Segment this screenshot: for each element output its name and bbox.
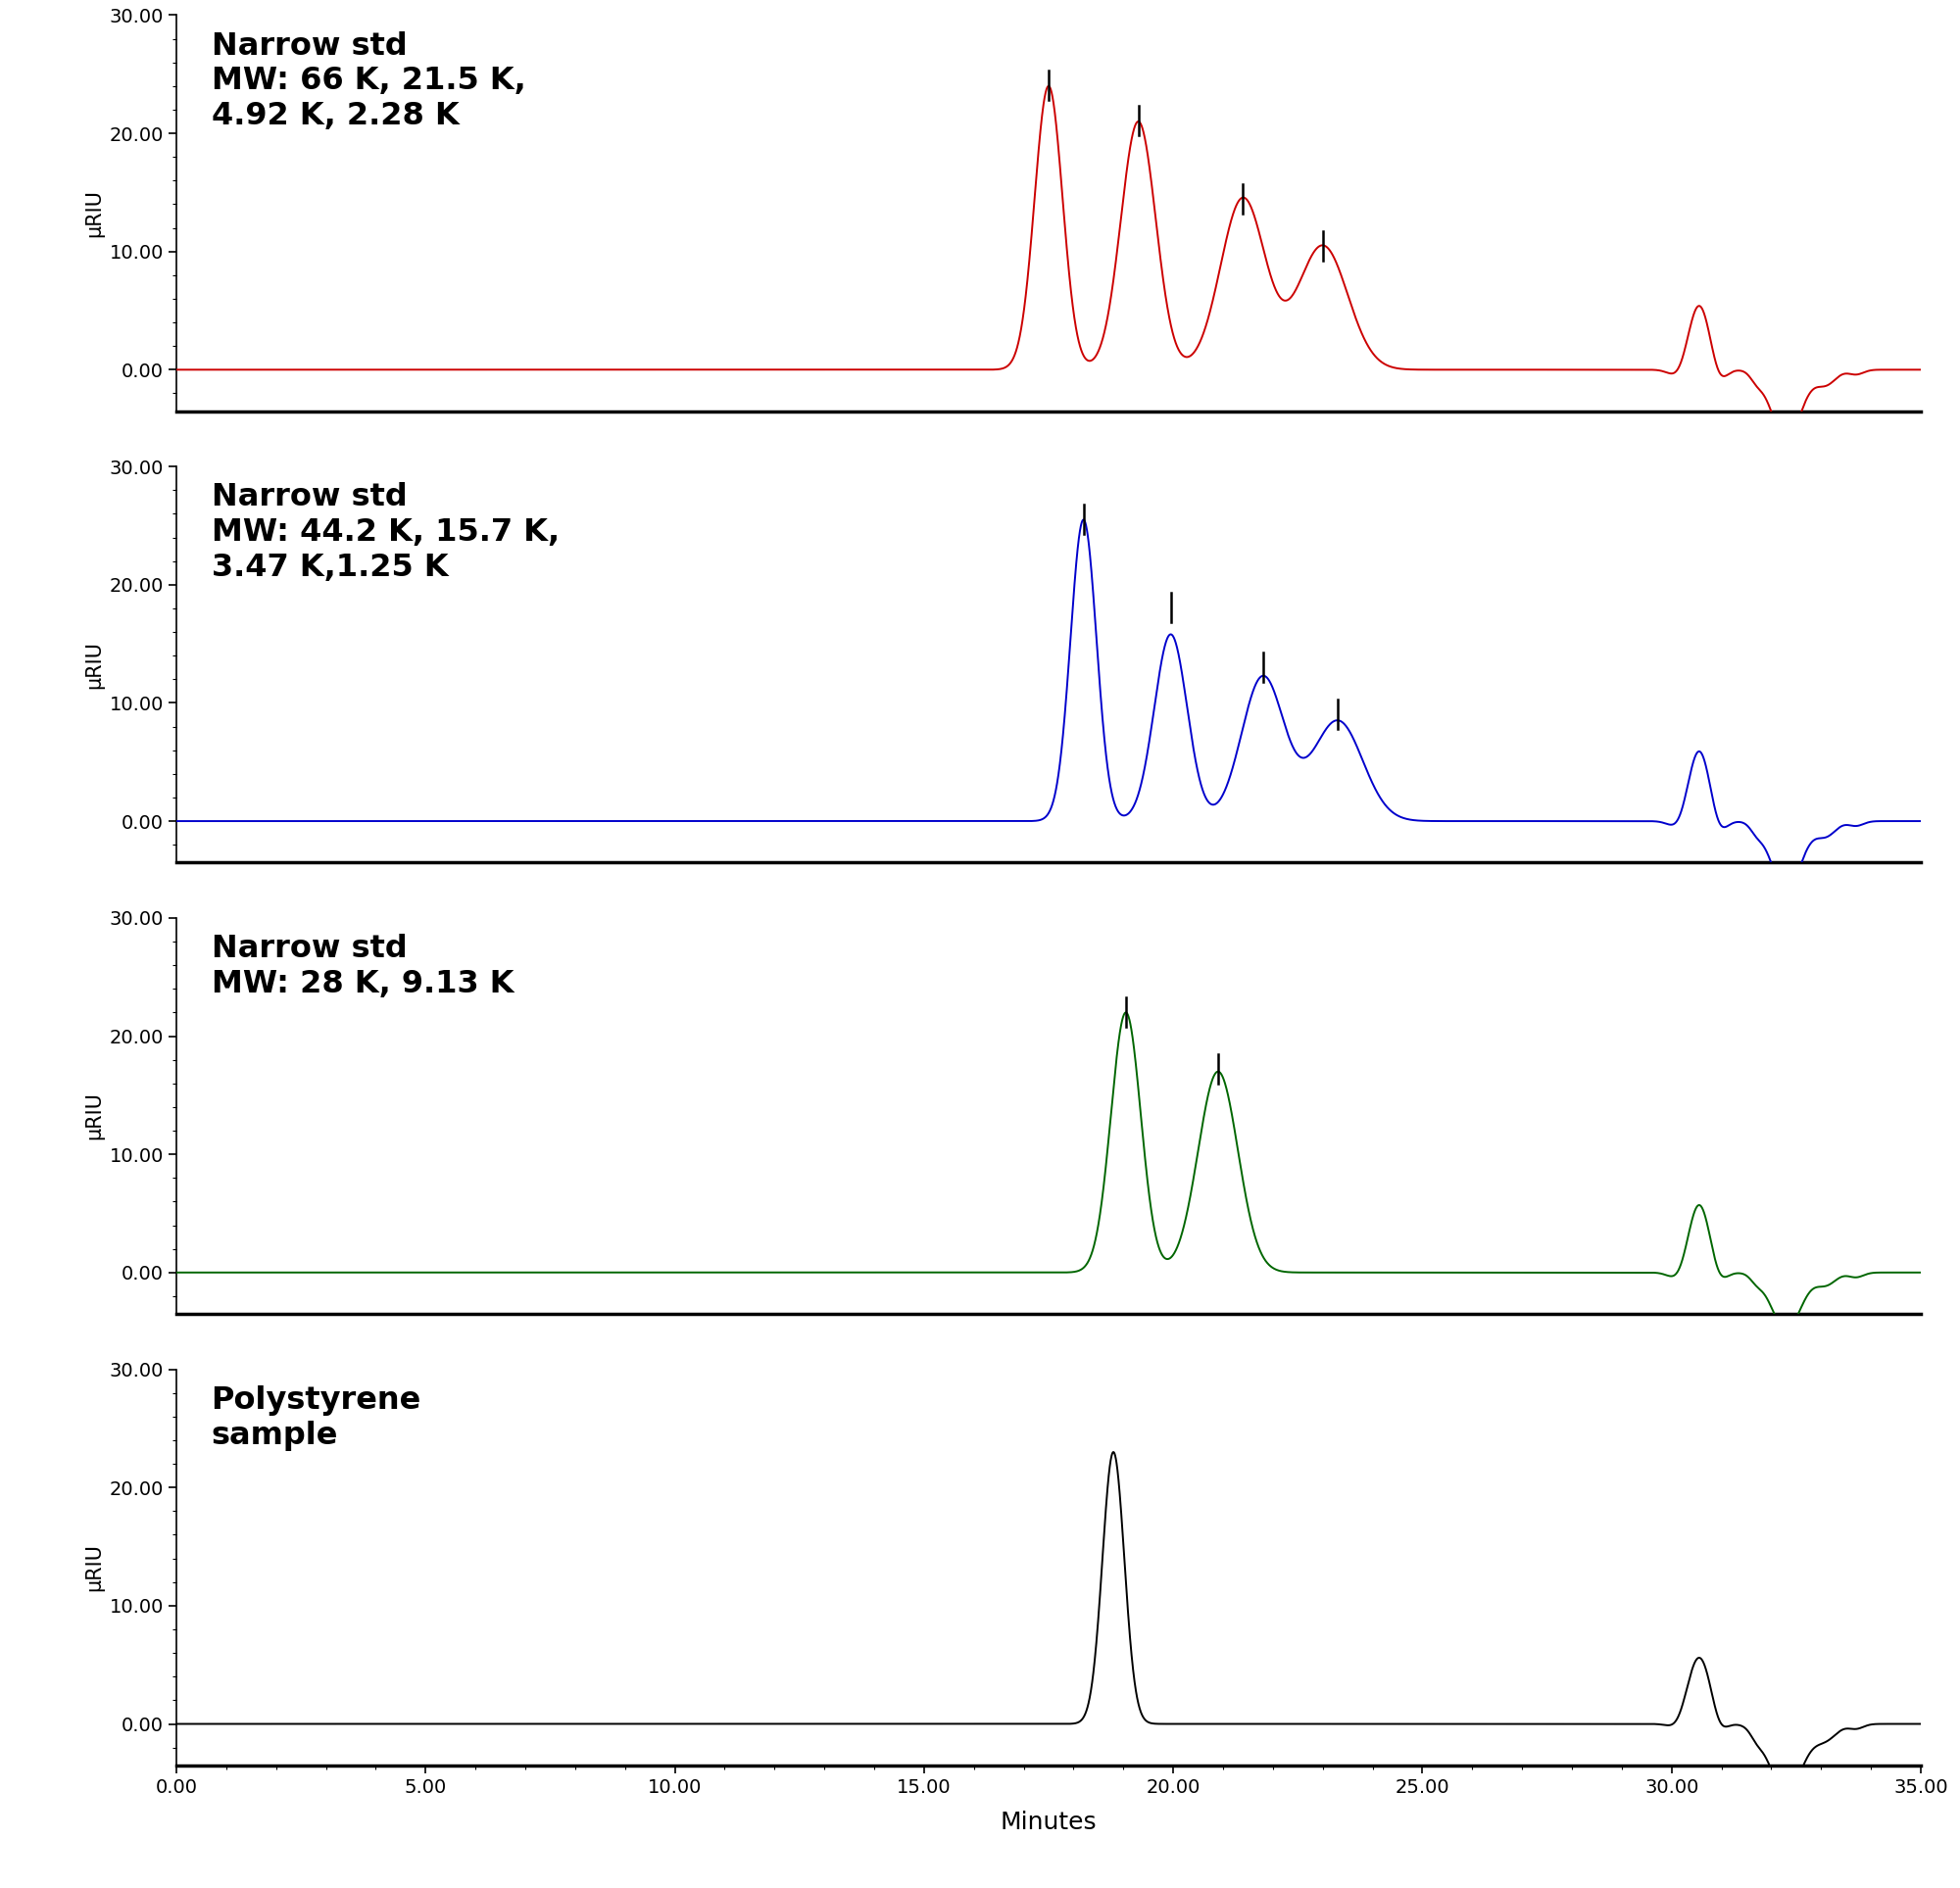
Y-axis label: μRIU: μRIU (84, 189, 104, 238)
Text: Narrow std
MW: 28 K, 9.13 K: Narrow std MW: 28 K, 9.13 K (212, 935, 514, 999)
Text: Narrow std
MW: 44.2 K, 15.7 K,
3.47 K,1.25 K: Narrow std MW: 44.2 K, 15.7 K, 3.47 K,1.… (212, 481, 559, 583)
Text: Polystyrene
sample: Polystyrene sample (212, 1386, 421, 1450)
Y-axis label: μRIU: μRIU (84, 640, 104, 689)
Y-axis label: μRIU: μRIU (84, 1091, 104, 1140)
X-axis label: Minutes: Minutes (1000, 1811, 1098, 1833)
Y-axis label: μRIU: μRIU (84, 1542, 104, 1592)
Text: Narrow std
MW: 66 K, 21.5 K,
4.92 K, 2.28 K: Narrow std MW: 66 K, 21.5 K, 4.92 K, 2.2… (212, 30, 525, 132)
